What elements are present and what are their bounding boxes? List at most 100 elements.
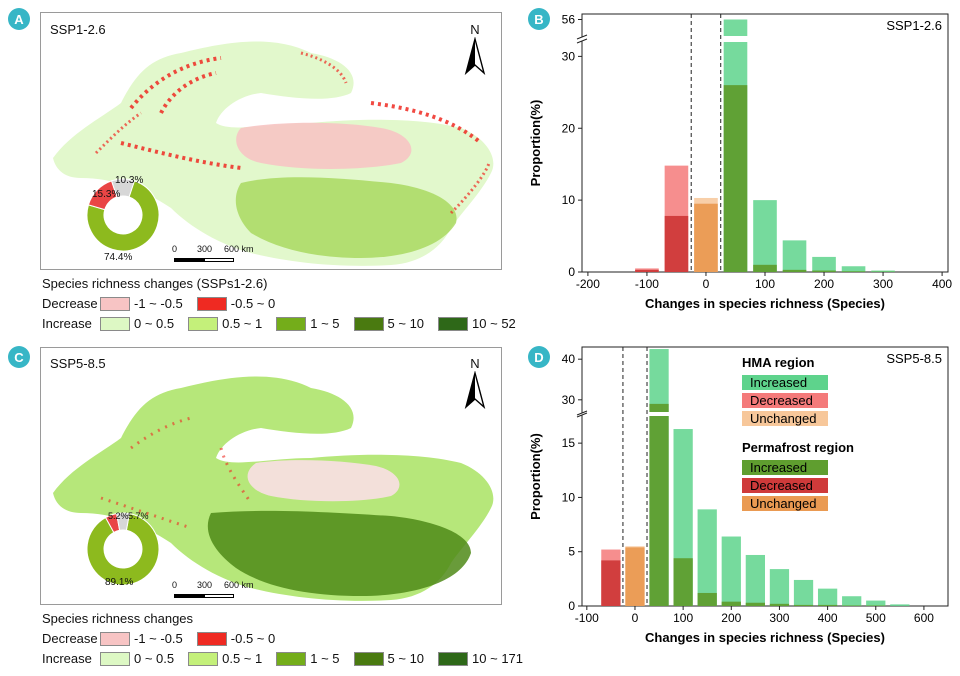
legend-hma-label-increased: Increased [750,375,807,390]
legend-pf-label-unchanged: Unchanged [750,496,817,511]
x-tick-label: 200 [721,611,741,625]
axis-break-gap [572,36,950,42]
y-axis-label: Proportion(%) [528,433,543,520]
y-tick-label: 10 [562,490,576,504]
legend-pf-swatch-increased [742,460,828,475]
bar-hma-increased-300 [769,569,790,606]
chart-scenario-label: SSP1-2.6 [886,18,942,33]
map-panel-bottom [40,347,502,605]
x-axis-label: Changes in species richness (Species) [645,630,885,645]
chart-d: -100 0 100 200 300 400 500 6000510153040Changes… [528,346,950,645]
legend-swatch [276,651,307,666]
bar-permafrost-increased-50-upper [649,403,669,412]
bar-hma-increased-150 [782,240,807,272]
map-decrease-zone [247,460,400,502]
legend-row-increase-top: Increase 0 ~ 0.5 0.5 ~ 1 1 ~ 5 5 ~ 10 10… [42,316,516,331]
y-tick-label: 0 [568,265,575,279]
bar-permafrost-increased-300 [769,603,790,606]
bar-permafrost-increased-100 [673,558,693,606]
legend-pf-swatch-unchanged [742,496,828,511]
bar-hma-increased-200 [721,536,741,606]
legend-swatch [353,316,384,331]
x-tick-label: 100 [755,277,775,291]
legend-title-bottom: Species richness changes [42,611,194,626]
legend-swatch [353,651,384,666]
map-bottom-svg [53,376,494,601]
y-tick-label-upper: 56 [562,13,576,27]
north-arrow-bottom: N [462,356,488,412]
legend-hma-swatch-unchanged [742,411,828,426]
legend-swatch [438,316,469,331]
chart-scenario-label: SSP5-8.5 [886,351,942,366]
bar-permafrost-increased-100 [753,264,777,272]
map-top-svg [53,41,494,266]
legend-swatch [196,296,227,311]
bar-hma-increased-50-upper [723,19,748,36]
bar-hma-increased-300 [871,270,895,272]
map-decrease-zone [236,122,412,169]
donut-slice-unchanged [110,178,136,198]
bar-permafrost-increased-50 [723,85,748,272]
scenario-label-c: SSP5-8.5 [50,356,106,371]
x-tick-label: 100 [673,611,693,625]
legend-hma-swatch-decreased [742,393,828,408]
scale-bar-bottom: 0 300 600 km [172,580,272,602]
bar-hma-increased-450 [842,596,862,606]
bar-permafrost-increased-200 [812,270,836,272]
legend-pf-swatch-decreased [742,478,828,493]
bar-permafrost-unchanged-0 [694,203,718,272]
x-tick-label: 400 [818,611,838,625]
bar-permafrost-increased-350 [793,604,814,606]
bar-hma-increased-500 [866,600,886,606]
legend-swatch [100,296,130,311]
legend-row-label: Increase [42,316,92,331]
axis-break-mark [576,410,588,416]
map-region-inner [207,510,471,596]
bar-hma-increased-250 [841,266,866,272]
legend-hma-label-decreased: Decreased [750,393,813,408]
legend-swatch [100,316,130,331]
x-tick-label: 200 [814,277,834,291]
x-tick-label: 0 [632,611,639,625]
panel-label-a: A [8,8,30,30]
bar-permafrost-unchanged-0 [625,547,645,606]
panel-label-c: C [8,346,30,368]
map-decrease-edge [100,416,253,530]
y-tick-label: 15 [562,436,576,450]
donut-bottom [86,512,160,586]
x-tick-label: -200 [576,277,600,291]
bar-permafrost-increased-450 [842,605,862,606]
donut-slice-increase [86,512,160,586]
axis-break-mark [576,38,588,44]
bar-permafrost-decreased--50 [664,215,689,272]
legend-row-decrease-top: Decrease -1 ~ -0.5 -0.5 ~ 0 [42,296,276,311]
x-tick-label: 300 [873,277,893,291]
bar-permafrost-increased-200 [721,601,741,606]
legend-swatch [438,651,469,666]
donut-top-label-decrease: 15.3% [92,189,121,200]
y-axis-label: Proportion(%) [528,100,543,187]
bar-hma-increased-50-upper [649,349,669,412]
y-tick-label: 30 [562,49,576,63]
y-tick-label-upper: 40 [562,352,576,366]
legend-row-label: Decrease [42,296,98,311]
bar-hma-increased-550 [890,604,910,606]
bar-hma-increased-100 [753,200,777,272]
legend-row-label: Increase [42,651,92,666]
map-panel-top [40,12,502,270]
x-tick-label: -100 [575,611,599,625]
bar-permafrost-increased-150 [782,269,807,272]
panel-label-b: B [528,8,550,30]
x-tick-label: -100 [635,277,659,291]
x-tick-label: 0 [703,277,710,291]
legend-row-decrease-bottom: Decrease -1 ~ -0.5 -0.5 ~ 0 [42,631,276,646]
legend-permafrost-title: Permafrost region [742,440,854,455]
x-tick-label: 500 [866,611,886,625]
bar-permafrost-increased-250 [745,602,765,606]
bar-permafrost-increased-250 [841,271,866,272]
map-region-inner [235,177,457,258]
bar-permafrost-decreased--50 [601,560,621,606]
panel-label-d: D [528,346,550,368]
x-tick-label: 600 [914,611,934,625]
legend-row-increase-bottom: Increase 0 ~ 0.5 0.5 ~ 1 1 ~ 5 5 ~ 10 10… [42,651,524,666]
